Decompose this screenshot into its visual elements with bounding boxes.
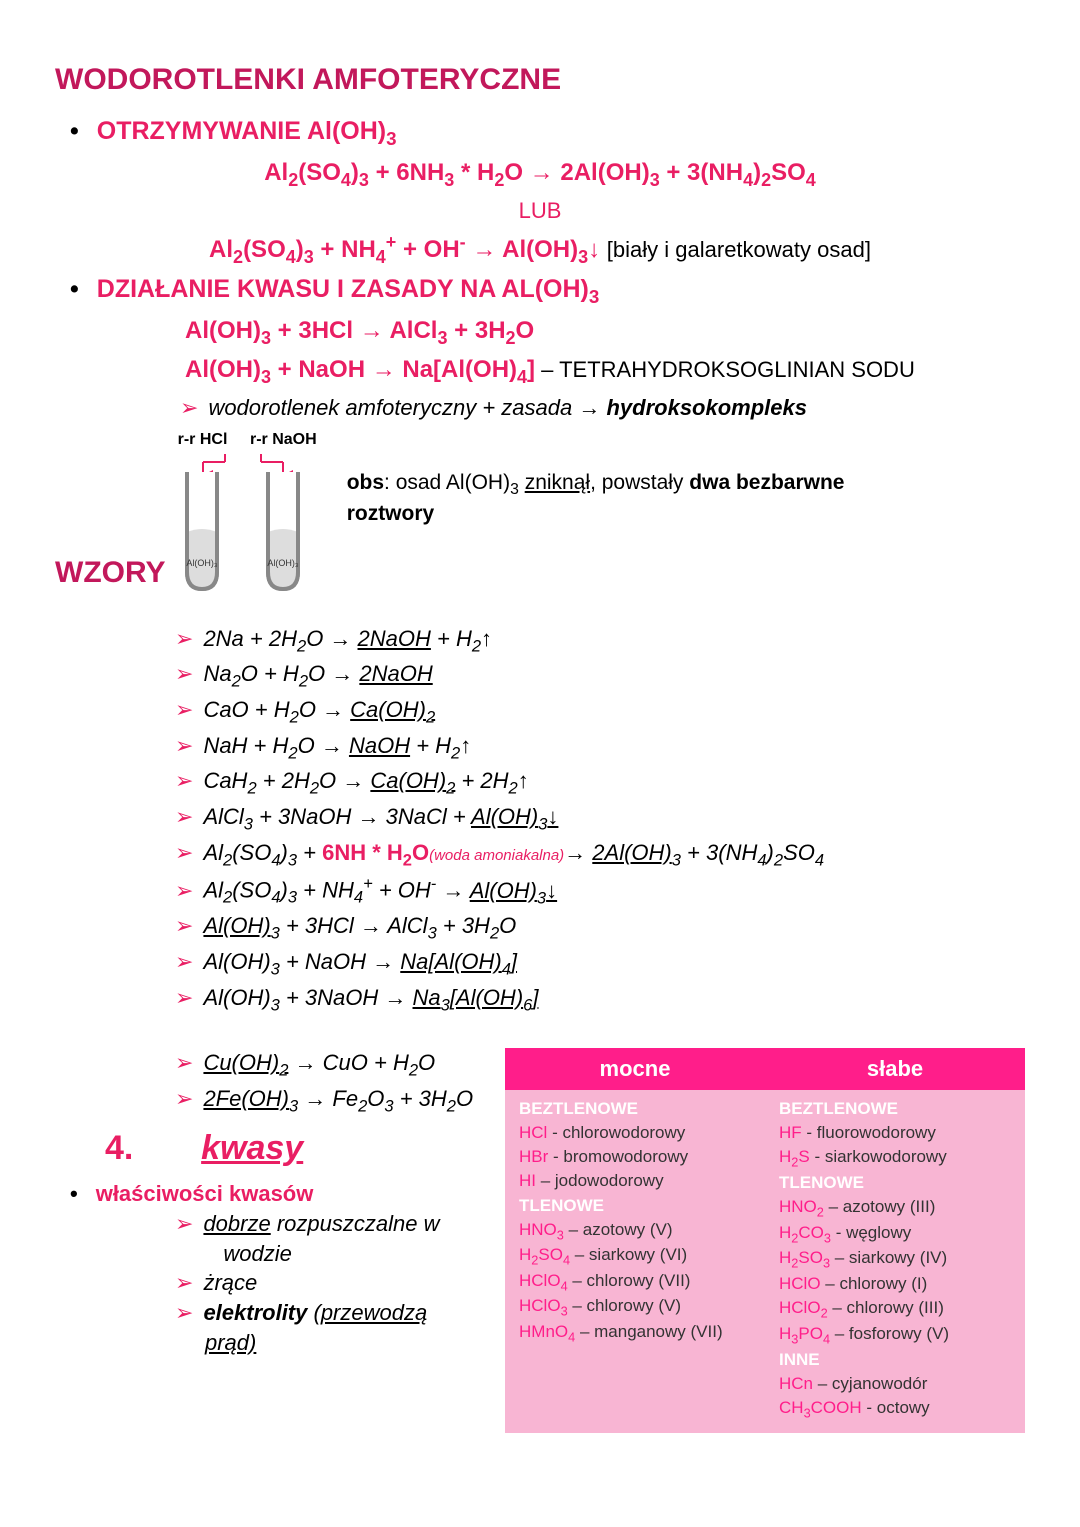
property-item: elektrolity (przewodzą prąd) (205, 1298, 480, 1357)
property-item: dobrze rozpuszczalne w wodzie (205, 1209, 480, 1268)
formula-item: CaH2 + 2H2O → Ca(OH)2 + 2H2↑ (205, 766, 1025, 800)
equation-1: Al2(SO4)3 + 6NH3 * H2O → 2Al(OH)3 + 3(NH… (55, 157, 1025, 192)
section-4-title: kwasy (201, 1129, 303, 1167)
formula-item: NaH + H2O → NaOH + H2↑ (205, 731, 1025, 765)
tube2-label: r-r NaOH (250, 429, 317, 451)
formula-list-1: 2Na + 2H2O → 2NaOH + H2↑ Na2O + H2O → 2N… (205, 624, 1025, 1017)
test-tube-2-icon: Al(OH)₃ (256, 454, 311, 594)
formula-item: Na2O + H2O → 2NaOH (205, 659, 1025, 693)
rule-hydrokso: wodorotlenek amfoteryczny + zasada → hyd… (210, 393, 1025, 423)
acids-table: mocne słabe BEZTLENOWE HCl - chlorowodor… (505, 1048, 1025, 1432)
table-header-mocne: mocne (505, 1048, 765, 1090)
formula-item: CaO + H2O → Ca(OH)2 (205, 695, 1025, 729)
properties-list: dobrze rozpuszczalne w wodzie żrące elek… (205, 1209, 480, 1357)
formula-item: Al2(SO4)3 + 6NH * H2O(woda amoniakalna)→… (205, 838, 1025, 872)
observation-text: obs: osad Al(OH)3 zniknął, powstały dwa … (347, 469, 887, 529)
formula-item: Al(OH)3 + NaOH → Na[Al(OH)4] (205, 947, 1025, 981)
svg-text:Al(OH)₃: Al(OH)₃ (186, 558, 217, 568)
bullet-otrzymywanie: OTRZYMYWANIE Al(OH)3 (100, 115, 1025, 151)
formula-item: Cu(OH)2 → CuO + H2O (205, 1048, 480, 1082)
formula-item: AlCl3 + 3NaOH → 3NaCl + Al(OH)3↓ (205, 802, 1025, 836)
table-header-slabe: słabe (765, 1048, 1025, 1090)
svg-text:Al(OH)₃: Al(OH)₃ (267, 558, 298, 568)
lub-separator: LUB (55, 196, 1025, 226)
property-item: żrące (205, 1268, 480, 1298)
test-tube-1-icon: Al(OH)₃ (175, 454, 230, 594)
equation-4: Al(OH)3 + NaOH → Na[Al(OH)4] – TETRAHYDR… (185, 354, 1025, 389)
formula-item: 2Na + 2H2O → 2NaOH + H2↑ (205, 624, 1025, 658)
formula-item: Al(OH)3 + 3NaOH → Na3[Al(OH)6] (205, 983, 1025, 1017)
formula-item: Al2(SO4)3 + NH4+ + OH- → Al(OH)3↓ (205, 873, 1025, 909)
formula-item: 2Fe(OH)3 → Fe2O3 + 3H2O (205, 1084, 480, 1118)
tube1-label: r-r HCl (175, 429, 230, 451)
equation-2: Al2(SO4)3 + NH4+ + OH- → Al(OH)3↓ [biały… (55, 230, 1025, 269)
formula-item: Al(OH)3 + 3HCl → AlCl3 + 3H2O (205, 911, 1025, 945)
properties-heading: właściwości kwasów (100, 1179, 480, 1209)
equation-3: Al(OH)3 + 3HCl → AlCl3 + 3H2O (185, 315, 1025, 350)
formula-list-2: Cu(OH)2 → CuO + H2O 2Fe(OH)3 → Fe2O3 + 3… (205, 1048, 480, 1117)
table-col-slabe: BEZTLENOWE HF - fluorowodorowy H2S - sia… (765, 1090, 1025, 1433)
heading-wodorotlenki: WODOROTLENKI AMFOTERYCZNE (55, 60, 1025, 101)
table-col-mocne: BEZTLENOWE HCl - chlorowodorowy HBr - br… (505, 1090, 765, 1433)
bullet-dzialanie: DZIAŁANIE KWASU I ZASADY NA AL(OH)3 (100, 273, 1025, 309)
section-4-number: 4. (105, 1126, 195, 1172)
